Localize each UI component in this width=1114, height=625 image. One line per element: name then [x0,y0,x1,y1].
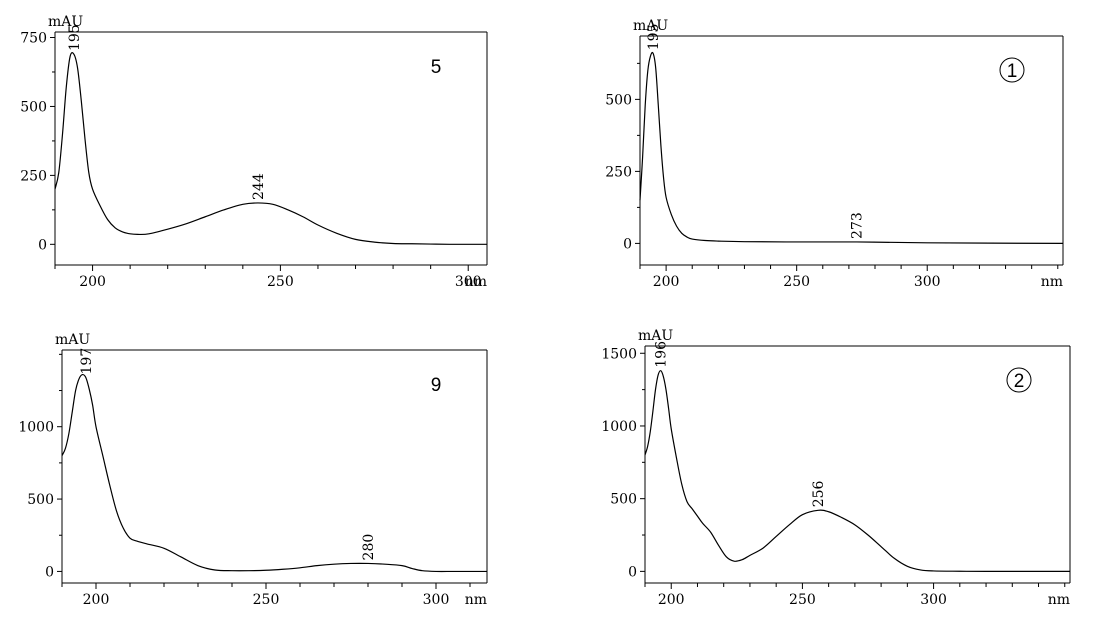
peak-wavelength-label: 280 [361,534,377,561]
spectrum-panel-4: mAU nm 0 500 1000 1500 200 250 300 196 256 2 [601,328,1071,608]
x-axis-unit-label: nm [1041,274,1063,290]
x-axis-unit-label: nm [465,592,487,608]
y-axis-unit-label: mAU [55,332,90,348]
y-tick-label: 1000 [601,419,637,435]
peak-wavelength-label: 273 [850,212,866,239]
y-axis-unit-label: mAU [48,14,83,30]
y-tick-label: 1000 [18,420,54,436]
x-tick-label: 200 [83,592,110,608]
y-tick-label: 500 [605,92,632,108]
peak-wavelength-label: 256 [811,480,827,507]
y-tick-label: 250 [605,164,632,180]
absorbance-trace [639,51,1064,244]
x-axis-unit-label: nm [465,274,487,290]
panel-tag-circle [1006,367,1032,393]
peak-wavelength-label: 195 [646,24,662,51]
x-tick-label: 300 [914,274,941,290]
peak-wavelength-label: 195 [67,24,83,51]
absorbance-trace [644,370,1071,572]
y-tick-label: 500 [610,492,637,508]
spectrum-panel-2: mAU nm 0 250 500 200 250 300 195 273 1 [605,18,1064,290]
peak-wavelength-label: 244 [251,173,267,200]
y-tick-label: 500 [27,492,54,508]
y-axis-unit-label: mAU [633,18,668,34]
y-axis-unit-label: mAU [638,328,673,344]
y-tick-label: 250 [20,168,47,184]
x-tick-label: 200 [653,274,680,290]
absorbance-trace [54,52,487,245]
y-tick-label: 750 [20,31,47,47]
x-tick-label: 200 [658,592,685,608]
x-tick-label: 200 [79,274,106,290]
x-tick-label: 250 [789,592,816,608]
y-tick-label: 0 [38,237,47,253]
panel-tag: 2 [1014,371,1025,392]
y-tick-label: 0 [623,236,632,252]
y-tick-label: 1500 [601,346,637,362]
y-tick-label: 0 [45,564,54,580]
spectrum-panel-1: mAU nm 0 250 500 750 200 250 300 195 244 5 [20,14,488,290]
x-tick-label: 300 [423,592,450,608]
x-tick-label: 300 [920,592,947,608]
panel-tag: 1 [1007,61,1018,82]
panel-tag: 5 [431,57,442,78]
absorbance-trace [61,373,487,573]
panel-tag: 9 [431,375,442,396]
y-tick-label: 500 [20,99,47,115]
x-tick-label: 250 [783,274,810,290]
peak-wavelength-label: 197 [79,348,95,375]
peak-wavelength-label: 196 [654,341,670,368]
y-tick-label: 0 [628,564,637,580]
x-tick-label: 300 [455,274,482,290]
x-tick-label: 250 [253,592,280,608]
x-tick-label: 250 [267,274,294,290]
spectrum-panel-3: mAU nm 0 500 1000 200 250 300 197 280 9 [18,332,488,608]
x-axis-unit-label: nm [1048,592,1070,608]
panel-tag-circle [999,57,1025,83]
